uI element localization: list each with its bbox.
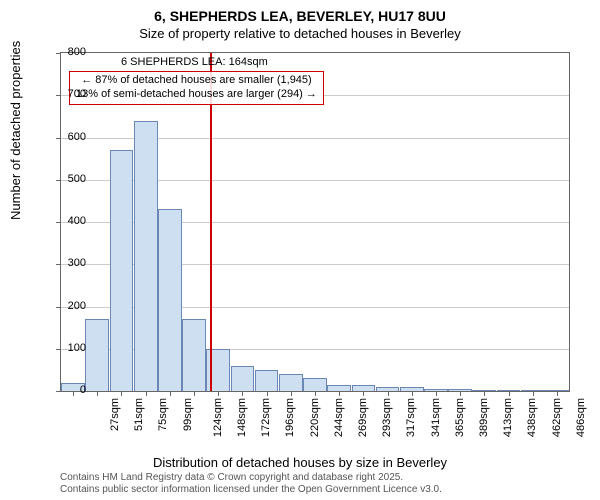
y-axis-label: Number of detached properties	[8, 41, 23, 220]
y-tick-label: 0	[52, 384, 86, 396]
x-tick-mark	[460, 391, 461, 396]
x-tick-label: 196sqm	[285, 398, 297, 437]
x-tick-mark	[412, 391, 413, 396]
x-tick-mark	[315, 391, 316, 396]
histogram-bar	[279, 374, 303, 391]
histogram-bar	[303, 378, 327, 391]
x-tick-mark	[339, 391, 340, 396]
x-tick-label: 438sqm	[526, 398, 538, 437]
x-tick-mark	[97, 391, 98, 396]
x-tick-mark	[557, 391, 558, 396]
chart-container: 6, SHEPHERDS LEA, BEVERLEY, HU17 8UU Siz…	[0, 0, 600, 500]
y-tick-label: 400	[52, 215, 86, 227]
x-tick-label: 413sqm	[502, 398, 514, 437]
y-tick-label: 500	[52, 173, 86, 185]
x-tick-mark	[509, 391, 510, 396]
x-tick-mark	[194, 391, 195, 396]
annotation-line-2: 13% of semi-detached houses are larger (…	[76, 88, 317, 102]
x-tick-label: 75sqm	[158, 398, 170, 431]
x-tick-label: 486sqm	[575, 398, 587, 437]
x-axis-label: Distribution of detached houses by size …	[0, 455, 600, 470]
x-tick-mark	[388, 391, 389, 396]
y-tick-label: 700	[52, 88, 86, 100]
histogram-bar	[85, 319, 109, 391]
x-tick-mark	[363, 391, 364, 396]
x-tick-mark	[218, 391, 219, 396]
x-tick-label: 148sqm	[236, 398, 248, 437]
x-tick-label: 293sqm	[381, 398, 393, 437]
histogram-bar	[231, 366, 255, 391]
x-tick-label: 244sqm	[333, 398, 345, 437]
histogram-bar	[110, 150, 134, 391]
x-tick-mark	[242, 391, 243, 396]
x-tick-mark	[146, 391, 147, 396]
page-title: 6, SHEPHERDS LEA, BEVERLEY, HU17 8UU	[0, 0, 600, 24]
x-tick-label: 341sqm	[430, 398, 442, 437]
x-tick-label: 365sqm	[454, 398, 466, 437]
reference-line-label: 6 SHEPHERDS LEA: 164sqm	[121, 56, 268, 68]
x-tick-label: 27sqm	[109, 398, 121, 431]
x-tick-mark	[170, 391, 171, 396]
x-tick-label: 51sqm	[133, 398, 145, 431]
page-subtitle: Size of property relative to detached ho…	[0, 24, 600, 41]
x-tick-mark	[267, 391, 268, 396]
x-tick-label: 462sqm	[551, 398, 563, 437]
y-tick-label: 100	[52, 342, 86, 354]
x-tick-label: 172sqm	[260, 398, 272, 437]
plot-area: ← 87% of detached houses are smaller (1,…	[60, 52, 570, 392]
x-tick-mark	[291, 391, 292, 396]
histogram-bar	[158, 209, 182, 391]
x-tick-mark	[484, 391, 485, 396]
footer-line-2: Contains public sector information licen…	[60, 484, 442, 496]
y-tick-label: 300	[52, 257, 86, 269]
chart-area: ← 87% of detached houses are smaller (1,…	[60, 52, 570, 422]
annotation-line-1: ← 87% of detached houses are smaller (1,…	[76, 74, 317, 88]
histogram-bar	[182, 319, 206, 391]
footer-text: Contains HM Land Registry data © Crown c…	[60, 472, 442, 496]
x-tick-mark	[121, 391, 122, 396]
x-tick-label: 317sqm	[406, 398, 418, 437]
histogram-bar	[255, 370, 279, 391]
histogram-bar	[134, 121, 158, 391]
x-tick-label: 99sqm	[182, 398, 194, 431]
y-tick-label: 800	[52, 46, 86, 58]
annotation-box: ← 87% of detached houses are smaller (1,…	[69, 71, 324, 105]
x-tick-label: 124sqm	[212, 398, 224, 437]
x-tick-mark	[533, 391, 534, 396]
y-tick-label: 200	[52, 300, 86, 312]
footer-line-1: Contains HM Land Registry data © Crown c…	[60, 472, 442, 484]
x-tick-label: 220sqm	[309, 398, 321, 437]
x-tick-mark	[436, 391, 437, 396]
y-tick-label: 600	[52, 131, 86, 143]
x-tick-label: 269sqm	[357, 398, 369, 437]
x-tick-label: 389sqm	[478, 398, 490, 437]
